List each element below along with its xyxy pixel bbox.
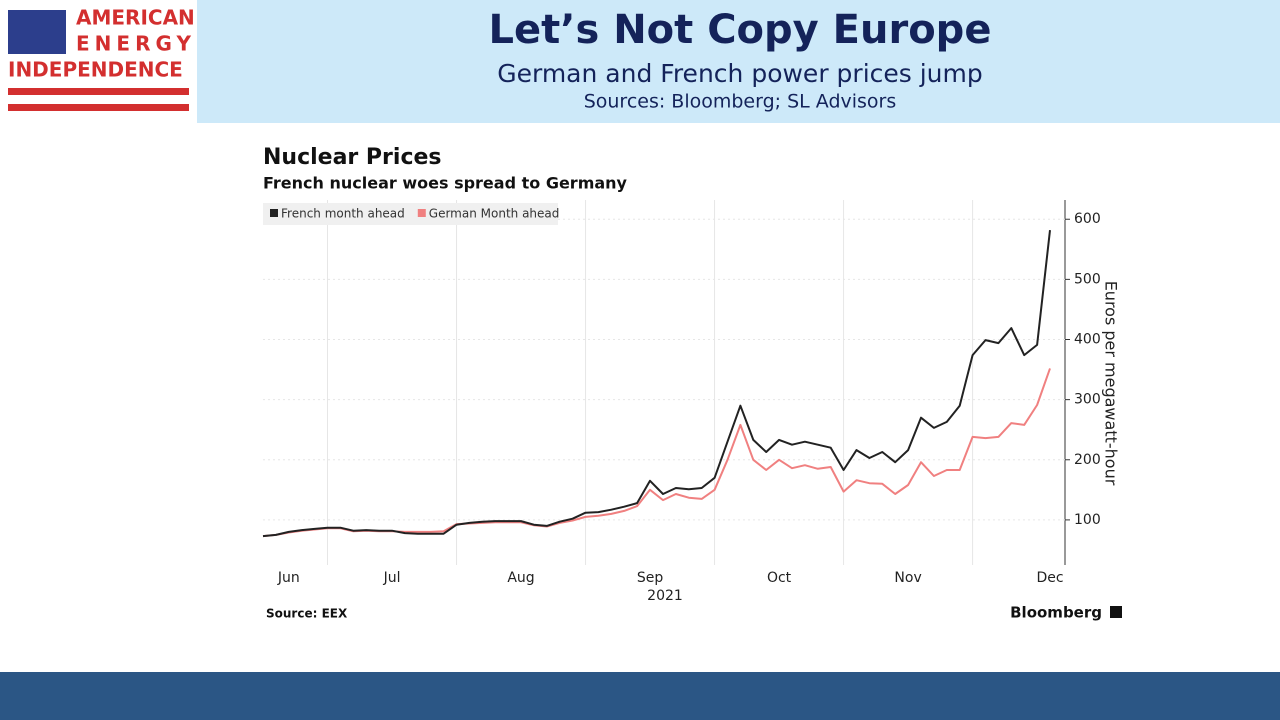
brand: Bloomberg — [1010, 604, 1102, 622]
y-tick-label: 500 — [1074, 271, 1101, 287]
y-tick-label: 600 — [1074, 211, 1101, 227]
stripe — [8, 104, 189, 111]
slide-subtitle: German and French power prices jump — [497, 59, 983, 88]
legend-label: French month ahead — [281, 207, 405, 221]
legend-box — [263, 203, 558, 225]
legend-swatch — [270, 209, 278, 217]
slide-title: Let’s Not Copy Europe — [489, 7, 992, 53]
y-tick-label: 400 — [1074, 332, 1101, 348]
logo-text: INDEPENDENCE — [8, 58, 183, 82]
legend: French month ahead German Month ahead — [263, 203, 559, 225]
x-tick-label: Jul — [383, 570, 401, 586]
y-tick-label: 200 — [1074, 452, 1101, 468]
x-axis-label: 2021 — [647, 588, 683, 604]
y-tick-label: 300 — [1074, 392, 1101, 408]
stripe — [8, 88, 189, 95]
y-tick-label: 100 — [1074, 512, 1101, 528]
legend-swatch — [417, 209, 426, 217]
logo: AMERICAN ENERGY INDEPENDENCE — [8, 6, 196, 111]
slide-sources: Sources: Bloomberg; SL Advisors — [584, 91, 897, 113]
series-line — [262, 368, 1051, 538]
chart-subtitle: French nuclear woes spread to Germany — [263, 174, 628, 193]
x-tick-label: Aug — [507, 570, 534, 586]
chart-title: Nuclear Prices — [263, 145, 442, 170]
legend-label: German Month ahead — [429, 207, 560, 221]
plot: 100 200 300 400 500 600 Jun Jul Aug Sep Oct Nov Dec F… — [262, 200, 1101, 586]
x-tick-label: Oct — [767, 570, 792, 586]
x-tick-label: Dec — [1036, 570, 1063, 586]
brand-icon — [1110, 606, 1122, 618]
logo-text: AMERICAN — [76, 6, 195, 30]
header-band — [197, 0, 1280, 123]
logo-text: ENERGY — [76, 32, 196, 56]
x-tick-label: Jun — [277, 570, 300, 586]
footer-band — [0, 672, 1280, 720]
x-tick-label: Nov — [894, 570, 921, 586]
flag-canton — [8, 10, 66, 54]
y-axis-label: Euros per megawatt-hour — [1102, 281, 1121, 486]
x-tick-label: Sep — [637, 570, 664, 586]
source-note: Source: EEX — [266, 607, 348, 621]
series-line — [262, 229, 1051, 538]
